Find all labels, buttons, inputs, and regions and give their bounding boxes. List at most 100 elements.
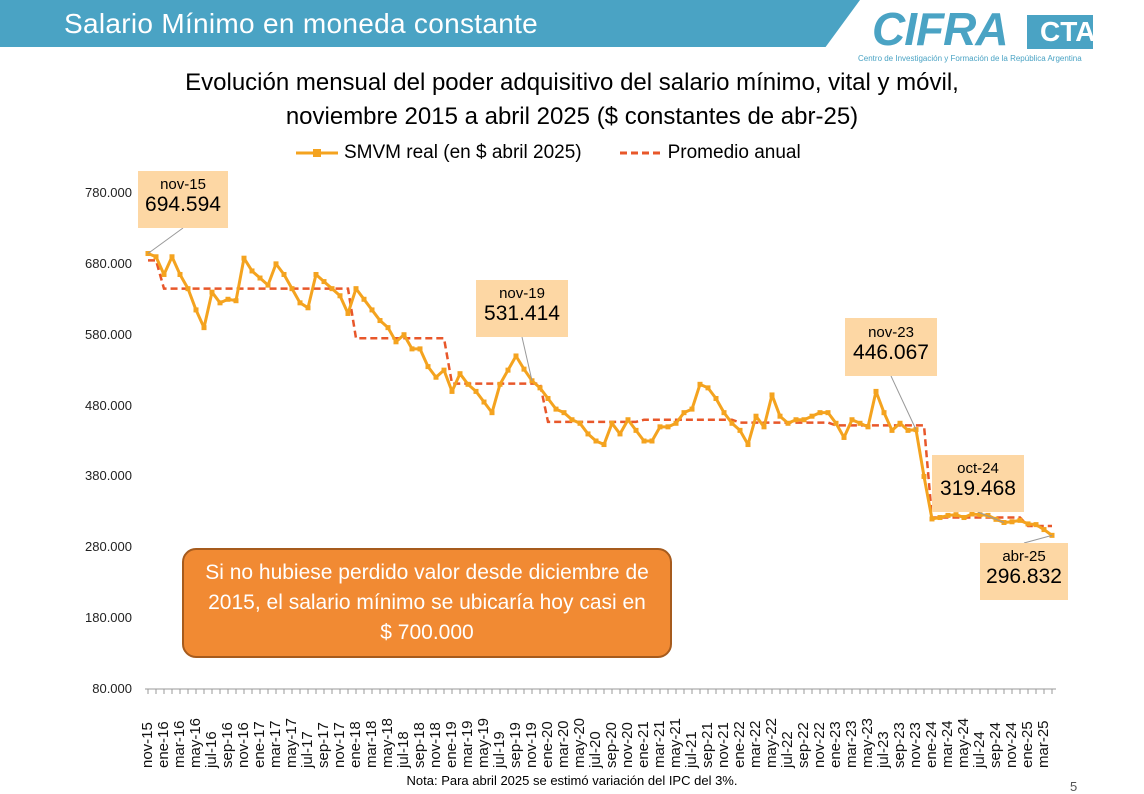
smvm-point <box>577 420 583 426</box>
callout-leader-line <box>890 375 917 430</box>
promedio-anual-line <box>148 259 1052 528</box>
logo-main-text: CIFRA <box>872 3 1009 55</box>
smvm-point <box>241 255 247 261</box>
cifra-logo: CIFRA CTA Centro de Investigación y Form… <box>842 2 1102 68</box>
smvm-point <box>489 410 495 416</box>
smvm-point <box>457 371 463 377</box>
legend-item-promedio: Promedio anual <box>619 142 801 164</box>
legend-smvm-label: SMVM real (en $ abril 2025) <box>344 142 582 163</box>
smvm-point <box>273 261 279 267</box>
callout-nov-15-value: 694.594 <box>145 193 221 216</box>
smvm-point <box>633 427 639 433</box>
callout-nov-19-label: nov-19 <box>499 285 545 302</box>
logo-subtitle: Centro de Investigación y Formación de l… <box>858 54 1082 63</box>
callout-leader-line <box>147 227 184 254</box>
y-tick-label: 380.000 <box>85 468 132 484</box>
callout-oct-24: oct-24 319.468 <box>932 455 1024 512</box>
y-tick-label: 680.000 <box>85 255 132 271</box>
smvm-point <box>593 438 599 444</box>
smvm-point <box>649 438 655 444</box>
smvm-point <box>713 395 719 401</box>
smvm-point <box>825 410 831 416</box>
smvm-point <box>225 296 231 302</box>
smvm-point <box>673 420 679 426</box>
callout-nov-23: nov-23 446.067 <box>845 318 937 376</box>
smvm-point <box>537 385 543 391</box>
message-text: Si no hubiese perdido valor desde diciem… <box>205 561 649 644</box>
smvm-point <box>345 310 351 316</box>
footnote: Nota: Para abril 2025 se estimó variació… <box>406 773 738 788</box>
smvm-point <box>641 438 647 444</box>
smvm-line <box>147 252 1053 537</box>
smvm-point <box>585 431 591 437</box>
smvm-point <box>161 271 167 277</box>
smvm-point <box>153 254 159 260</box>
smvm-point <box>185 286 191 292</box>
smvm-point <box>753 413 759 419</box>
page-number: 5 <box>1070 779 1078 794</box>
smvm-point <box>193 307 199 313</box>
callout-oct-24-label: oct-24 <box>957 460 999 477</box>
smvm-point <box>625 417 631 423</box>
smvm-point <box>297 300 303 306</box>
callout-nov-15-label: nov-15 <box>160 176 206 193</box>
smvm-point <box>561 410 567 416</box>
smvm-point <box>393 339 399 345</box>
chart-title-line2: noviembre 2015 a abril 2025 ($ constante… <box>285 103 859 130</box>
smvm-point <box>409 346 415 352</box>
y-tick-label: 780.000 <box>85 185 132 200</box>
logo-tag-box <box>1027 15 1093 49</box>
smvm-point <box>761 424 767 430</box>
smvm-point <box>705 385 711 391</box>
smvm-point <box>689 406 695 412</box>
smvm-point <box>465 381 471 387</box>
smvm-point <box>777 413 783 419</box>
smvm-point <box>217 300 223 306</box>
smvm-point <box>513 353 519 359</box>
smvm-point <box>841 434 847 440</box>
callout-nov-23-label: nov-23 <box>868 324 914 341</box>
smvm-point <box>1033 522 1039 528</box>
smvm-point <box>961 515 967 521</box>
callout-nov-19-value: 531.414 <box>484 302 560 325</box>
y-tick-label: 180.000 <box>85 610 132 626</box>
smvm-point <box>769 392 775 398</box>
callout-leader-line <box>521 336 533 381</box>
y-tick-label: 80.000 <box>92 681 132 696</box>
smvm-point <box>1025 521 1031 527</box>
smvm-point <box>881 410 887 416</box>
smvm-point <box>849 417 855 423</box>
smvm-point <box>569 417 575 423</box>
smvm-point <box>609 420 615 426</box>
callout-leader-line <box>977 511 1005 523</box>
smvm-point <box>953 512 959 518</box>
smvm-point <box>169 254 175 260</box>
smvm-point <box>313 271 319 277</box>
smvm-point <box>369 307 375 313</box>
smvm-point <box>817 410 823 416</box>
callout-leader-line <box>1023 534 1053 544</box>
smvm-point <box>1017 517 1023 523</box>
smvm-point <box>785 420 791 426</box>
smvm-point <box>665 424 671 430</box>
smvm-point <box>425 364 431 370</box>
smvm-point <box>265 282 271 288</box>
y-tick-label: 480.000 <box>85 397 132 413</box>
smvm-point <box>897 420 903 426</box>
smvm-point <box>889 427 895 433</box>
smvm-point <box>809 413 815 419</box>
smvm-point <box>505 367 511 373</box>
smvm-point <box>873 388 879 394</box>
smvm-point <box>801 417 807 423</box>
smvm-point <box>601 442 607 448</box>
chart-title-line1: Evolución mensual del poder adquisitivo … <box>185 69 959 96</box>
smvm-point <box>337 293 343 299</box>
smvm-point <box>681 410 687 416</box>
callout-nov-23-value: 446.067 <box>853 341 929 364</box>
smvm-point <box>481 399 487 405</box>
header-banner <box>0 0 860 47</box>
smvm-point <box>201 325 207 331</box>
smvm-point <box>793 417 799 423</box>
callout-nov-19: nov-19 531.414 <box>476 280 568 337</box>
